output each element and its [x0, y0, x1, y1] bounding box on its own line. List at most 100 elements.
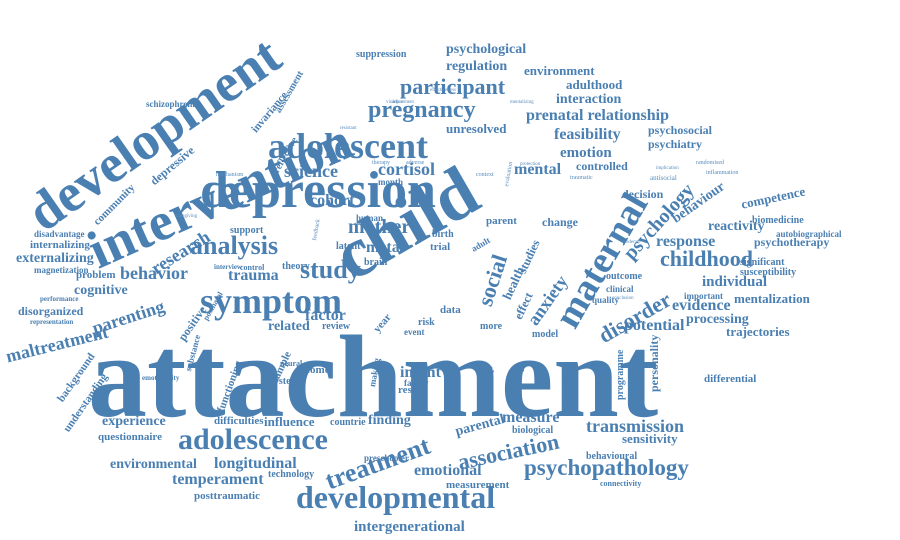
word-adjustment: adjustment: [392, 100, 414, 105]
word-measurement: measurement: [446, 479, 510, 491]
word-emotional: emotional: [414, 462, 482, 479]
word-evaluation: evaluation: [504, 161, 515, 188]
word-risk: risk: [418, 317, 435, 328]
word-resistant: resistant: [340, 126, 357, 131]
word-model: model: [532, 329, 559, 340]
word-preschooler: preschooler: [364, 453, 409, 463]
word-review: review: [322, 321, 351, 332]
word-implication: implication: [656, 166, 679, 171]
word-moderate: moderate: [622, 240, 641, 245]
word-posttraumatic: posttraumatic: [194, 490, 260, 502]
word-psychopathology: psychopathology: [524, 455, 689, 480]
word-schizophrenia: schizophrenia: [146, 99, 200, 109]
word-temperament: temperament: [172, 471, 264, 488]
word-intergenerational: intergenerational: [354, 519, 465, 535]
word-outcome: outcome: [606, 271, 643, 282]
word-response: response: [656, 233, 716, 250]
word-susceptibility: susceptibility: [740, 267, 797, 278]
word-brain: brain: [364, 257, 388, 268]
word-attachment: attachment: [88, 311, 659, 442]
word-result: result: [398, 384, 425, 396]
word-change: change: [542, 215, 578, 229]
word-developmental: developmental: [296, 479, 496, 515]
word-potential: potential: [624, 317, 685, 334]
word-environment: environment: [524, 63, 595, 78]
word-trajectories: trajectories: [726, 324, 790, 339]
word-environmental: environmental: [110, 457, 197, 472]
word-questionnaire: questionnaire: [98, 431, 162, 443]
word-clinical: clinical: [606, 284, 634, 294]
word-parent: parent: [486, 215, 517, 227]
word-evidence: evidence: [672, 297, 731, 314]
word-personality: personality: [647, 334, 661, 392]
word-experience: experience: [102, 414, 166, 429]
word-biological: biological: [512, 425, 554, 436]
word-month: month: [378, 177, 404, 187]
word-problem: problem: [76, 269, 116, 281]
word-cognitive: cognitive: [74, 283, 128, 298]
word-longitudinal: longitudinal: [214, 455, 297, 472]
word-finding: finding: [368, 413, 411, 428]
word-feedback: feedback: [312, 218, 322, 242]
word-studies: studies: [515, 237, 543, 276]
word-controlled: controlled: [576, 159, 628, 173]
word-theory: theory: [282, 261, 310, 272]
word-interaction: interaction: [556, 92, 622, 107]
word-measure: measure: [502, 409, 560, 426]
word-mentalization: mentalization: [734, 291, 810, 306]
word-trial: trial: [430, 241, 451, 253]
word-technology: technology: [268, 469, 315, 480]
word-prenatal-relationship: prenatal relationship: [526, 107, 669, 124]
word-effectiveness: effectiveness: [430, 88, 457, 93]
word-randomised: randomised: [696, 160, 724, 166]
word-individual: individual: [702, 274, 768, 290]
word-competence: competence: [739, 183, 807, 212]
word-protection: protection: [520, 162, 541, 167]
word-cortisol: cortisol: [378, 159, 435, 179]
word-differential: differential: [704, 373, 757, 385]
word-data: data: [440, 304, 461, 316]
word-more: more: [480, 321, 503, 332]
word-income: income: [296, 364, 330, 376]
word-disorganized: disorganized: [18, 304, 84, 318]
word-magnetization: magnetization: [34, 265, 89, 275]
word-regulation: regulation: [446, 59, 508, 74]
word-significant: significant: [740, 257, 785, 268]
word-factor: factor: [305, 307, 346, 324]
word-autobiographical: autobiographical: [776, 229, 842, 239]
word-decision: decision: [622, 187, 664, 201]
word-externalizing: externalizing: [16, 251, 94, 266]
word-adulthood: adulthood: [566, 77, 623, 92]
word-psychological: psychological: [446, 42, 527, 57]
word-psychiatry: psychiatry: [648, 137, 702, 151]
word-childhood: childhood: [660, 246, 753, 271]
word-mother: mother: [348, 216, 411, 238]
word-countrie: countrie: [330, 417, 366, 428]
word-depression: depression: [200, 162, 436, 219]
word-birth: birth: [432, 229, 454, 240]
word-pregnancy: pregnancy: [368, 97, 476, 123]
word-behavior: behavior: [120, 263, 189, 283]
word-symptom: symptom: [200, 281, 342, 321]
word-system: system: [270, 376, 299, 387]
word-interview: interview: [214, 263, 242, 271]
word-behavioural: behavioural: [586, 451, 638, 462]
word-important: important: [684, 291, 723, 301]
word-mechanism: mechanism: [216, 172, 244, 178]
word-psychosocial: psychosocial: [648, 123, 713, 137]
word-suppression: suppression: [356, 49, 407, 60]
word-trauma: trauma: [228, 267, 279, 284]
word-infant: infant: [400, 364, 441, 381]
word-event: event: [404, 327, 425, 337]
word-processing: processing: [686, 312, 749, 327]
word-unresolved: unresolved: [446, 121, 507, 136]
word-participant: participant: [400, 74, 506, 99]
word-feasibility: feasibility: [554, 126, 621, 143]
word-difficulties: difficulties: [214, 415, 264, 427]
word-adolescence: adolescence: [178, 423, 328, 456]
word-cohort: cohort: [310, 192, 355, 209]
word-traumatic: traumatic: [570, 175, 593, 181]
word-study: study: [300, 255, 361, 284]
word-adverse: adverse: [406, 160, 425, 166]
